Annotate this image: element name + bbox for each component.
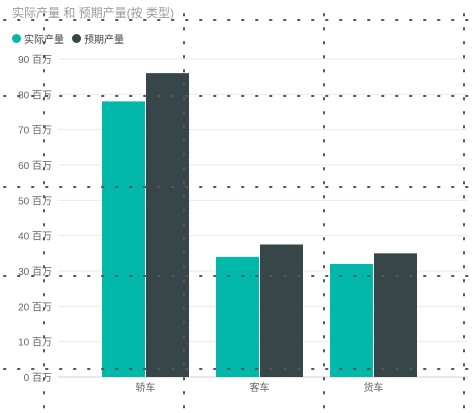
- bar-expected-0[interactable]: [146, 73, 189, 377]
- bar-expected-1[interactable]: [260, 244, 303, 378]
- bar-actual-1[interactable]: [216, 256, 259, 377]
- legend-item-actual[interactable]: 实际产量: [12, 31, 64, 46]
- x-tick-label: 客车: [250, 381, 270, 394]
- legend-label-expected: 预期产量: [84, 35, 124, 46]
- x-tick-label: 轿车: [136, 381, 156, 394]
- legend-label-actual: 实际产量: [24, 35, 64, 46]
- bar-actual-0[interactable]: [102, 101, 145, 378]
- y-tick-label: 30 百万: [18, 266, 52, 278]
- bar-actual-2[interactable]: [330, 263, 373, 377]
- legend-item-expected[interactable]: 预期产量: [72, 31, 124, 46]
- legend: 实际产量 预期产量: [12, 31, 124, 46]
- y-tick-label: 70 百万: [18, 125, 52, 137]
- legend-swatch-expected: [72, 34, 81, 43]
- x-tick-label: 货车: [364, 381, 384, 394]
- bar-expected-2[interactable]: [374, 253, 417, 377]
- y-tick-label: 40 百万: [18, 231, 52, 243]
- y-tick-label: 10 百万: [18, 337, 52, 349]
- y-tick-label: 20 百万: [18, 301, 52, 313]
- chart-title: 实际产量 和 预期产量(按 类型): [12, 6, 174, 20]
- legend-swatch-actual: [12, 34, 21, 43]
- y-tick-label: 90 百万: [18, 54, 52, 66]
- y-tick-label: 0 百万: [24, 372, 52, 384]
- y-tick-label: 50 百万: [18, 195, 52, 207]
- y-tick-label: 60 百万: [18, 160, 52, 172]
